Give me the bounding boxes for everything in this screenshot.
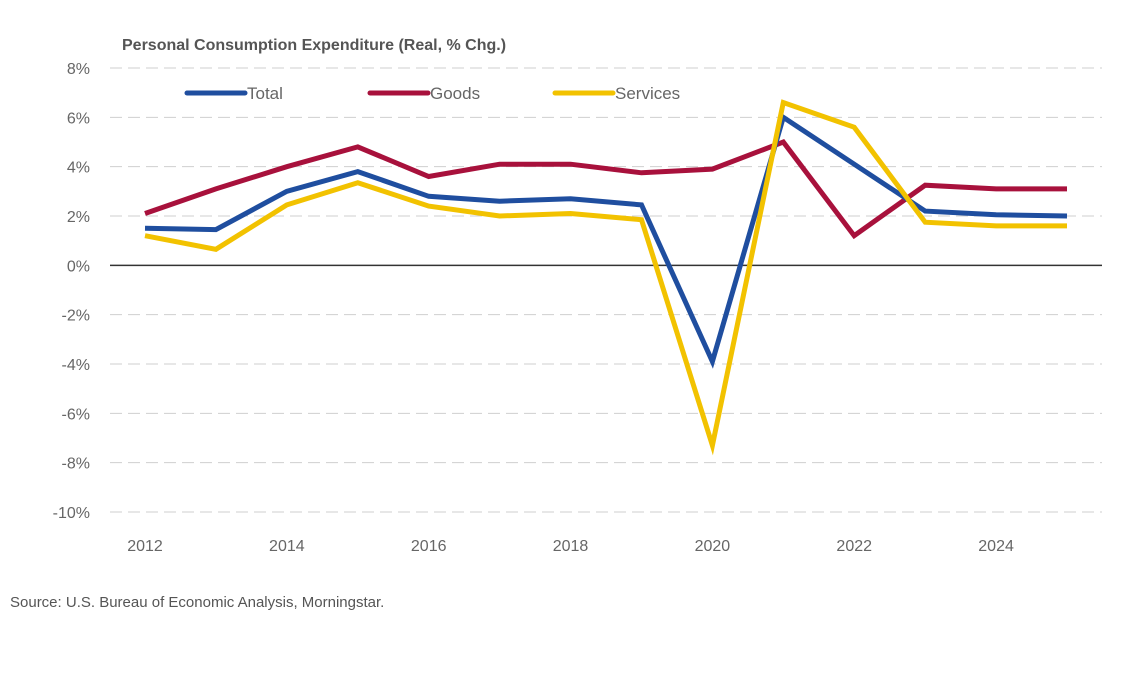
legend-label: Goods — [430, 84, 480, 103]
y-axis-ticks: 8% 6% 4% 2% 0% -2% -4% -6% -8% -10% — [53, 61, 90, 522]
source-note: Source: U.S. Bureau of Economic Analysis… — [10, 594, 385, 611]
y-tick-label: -6% — [62, 406, 90, 423]
y-tick-label: -8% — [62, 456, 90, 473]
y-tick-label: 0% — [67, 258, 90, 275]
y-tick-label: 8% — [67, 61, 90, 78]
legend-item-goods: Goods — [367, 84, 480, 103]
x-tick-label: 2024 — [978, 538, 1014, 555]
chart-title: Personal Consumption Expenditure (Real, … — [122, 37, 506, 54]
series-lines — [144, 99, 1068, 456]
legend-label: Services — [615, 84, 680, 103]
x-tick-label: 2022 — [836, 538, 872, 555]
series-line-total — [144, 113, 1068, 369]
legend-item-total: Total — [184, 84, 283, 103]
x-tick-label: 2018 — [553, 538, 589, 555]
gridlines — [110, 67, 1102, 513]
x-tick-label: 2020 — [695, 538, 731, 555]
legend-item-services: Services — [552, 84, 680, 103]
x-tick-label: 2016 — [411, 538, 447, 555]
x-tick-label: 2012 — [127, 538, 163, 555]
y-tick-label: 2% — [67, 209, 90, 226]
legend-label: Total — [247, 84, 283, 103]
y-tick-label: -4% — [62, 357, 90, 374]
legend: Total Goods Services — [184, 84, 680, 103]
x-tick-label: 2014 — [269, 538, 305, 555]
series-line-services — [144, 99, 1067, 456]
y-tick-label: 6% — [67, 110, 90, 127]
y-tick-label: -2% — [62, 308, 90, 325]
y-tick-label: -10% — [53, 505, 90, 522]
series-line-goods — [144, 138, 1067, 240]
y-tick-label: 4% — [67, 160, 90, 177]
x-axis-ticks: 2012 2014 2016 2018 2020 2022 2024 — [127, 538, 1014, 555]
